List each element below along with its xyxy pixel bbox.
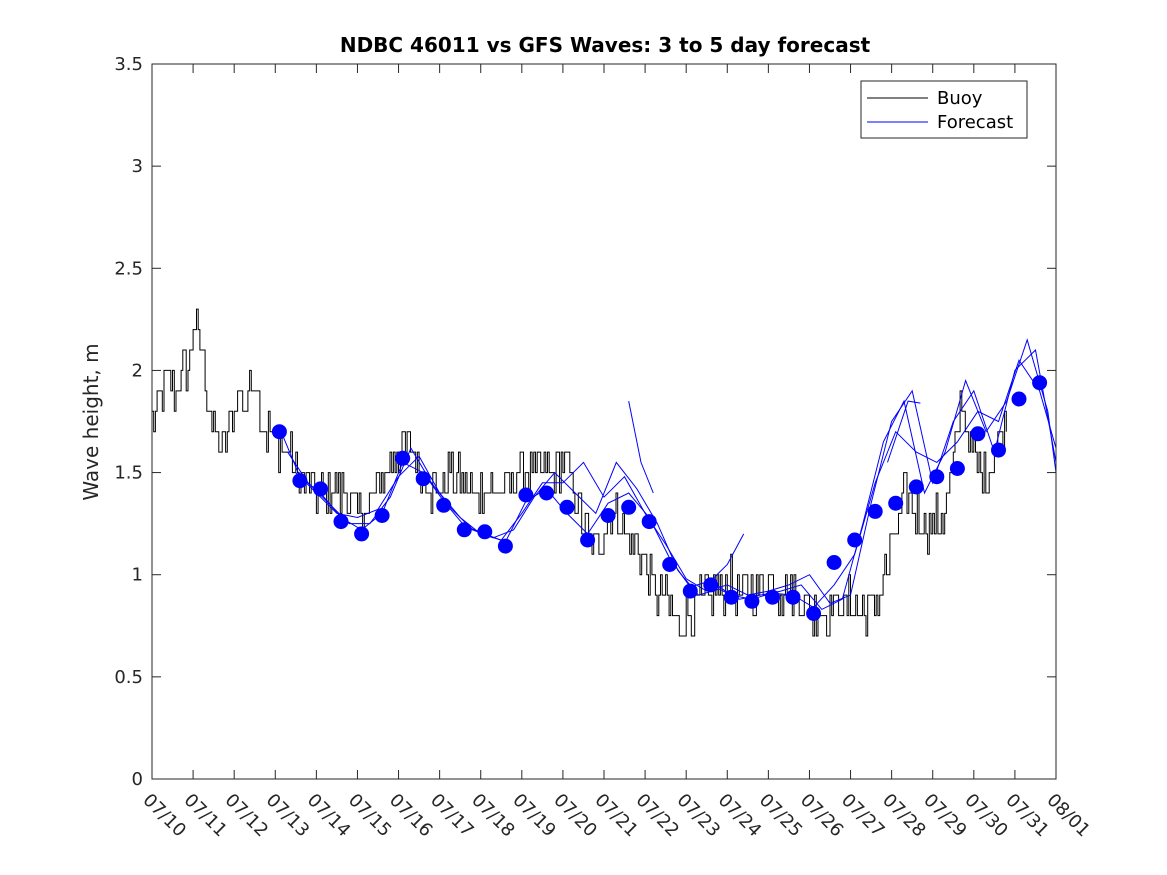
y-tick-label: 2.5 bbox=[114, 258, 143, 279]
y-tick-label: 2 bbox=[132, 360, 143, 381]
forecast-point bbox=[703, 577, 719, 593]
forecast-point bbox=[600, 508, 616, 523]
y-tick-label: 1 bbox=[132, 565, 143, 586]
y-axis-label: Wave height, m bbox=[79, 343, 103, 500]
forecast-point bbox=[415, 471, 431, 487]
y-tick-label: 0 bbox=[132, 769, 143, 790]
forecast-point bbox=[847, 532, 863, 548]
forecast-point bbox=[785, 589, 801, 605]
forecast-point bbox=[436, 497, 452, 513]
legend-buoy-label: Buoy bbox=[937, 88, 983, 109]
forecast-line bbox=[887, 400, 921, 463]
forecast-point bbox=[621, 499, 637, 515]
forecast-point bbox=[497, 538, 513, 554]
forecast-point bbox=[682, 583, 698, 599]
forecast-point bbox=[580, 532, 596, 548]
y-axis: 0 0.5 1 1.5 2 2.5 3 3.5 bbox=[114, 54, 1056, 790]
legend-box bbox=[860, 80, 1028, 139]
buoy-series bbox=[152, 308, 1007, 637]
forecast-point bbox=[641, 514, 657, 530]
forecast-point bbox=[1011, 391, 1027, 407]
forecast-point bbox=[806, 606, 822, 621]
forecast-point bbox=[765, 589, 780, 605]
chart-title: NDBC 46011 vs GFS Waves: 3 to 5 day fore… bbox=[340, 33, 871, 57]
forecast-points bbox=[271, 375, 1048, 621]
forecast-point bbox=[970, 426, 986, 442]
forecast-point bbox=[1032, 375, 1048, 391]
forecast-point bbox=[456, 522, 472, 538]
forecast-line bbox=[628, 401, 654, 494]
forecast-point bbox=[271, 424, 287, 440]
forecast-point bbox=[949, 461, 965, 476]
forecast-point bbox=[313, 481, 328, 497]
buoy-line bbox=[152, 308, 1007, 637]
y-tick-label: 0.5 bbox=[114, 667, 143, 688]
forecast-point bbox=[395, 450, 411, 466]
y-tick-label: 3.5 bbox=[114, 54, 143, 75]
legend: Buoy Forecast bbox=[860, 80, 1028, 139]
legend-forecast-label: Forecast bbox=[937, 112, 1013, 133]
forecast-point bbox=[354, 526, 370, 542]
forecast-point bbox=[723, 589, 739, 605]
forecast-point bbox=[374, 508, 390, 523]
forecast-point bbox=[867, 503, 883, 519]
forecast-point bbox=[518, 487, 534, 503]
y-tick-label: 3 bbox=[132, 156, 143, 177]
forecast-point bbox=[539, 485, 554, 501]
forecast-point bbox=[991, 442, 1006, 458]
forecast-point bbox=[333, 514, 349, 530]
forecast-point bbox=[929, 469, 945, 485]
forecast-point bbox=[292, 473, 308, 489]
forecast-point bbox=[559, 499, 575, 515]
forecast-point bbox=[477, 524, 493, 540]
forecast-point bbox=[908, 479, 924, 495]
forecast-point bbox=[888, 495, 904, 511]
y-tick-label: 1.5 bbox=[114, 463, 143, 484]
forecast-point bbox=[744, 593, 760, 609]
forecast-point bbox=[826, 555, 842, 570]
forecast-point bbox=[662, 557, 678, 572]
